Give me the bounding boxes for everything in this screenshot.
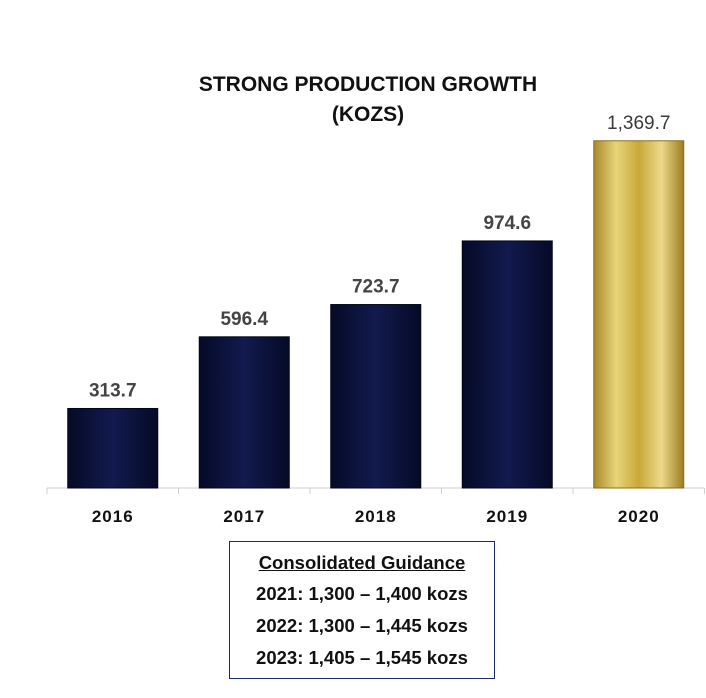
bar-2020 (593, 140, 685, 489)
value-label-2017: 596.4 (220, 309, 268, 330)
production-bar-chart: 313.7 596.4 723.7 974.6 1,369.7 2016 2017 2018… (46, 113, 705, 526)
guidance-line-2022: 2022: 1,300 – 1,445 kozs (256, 615, 468, 636)
x-tick-label-2017: 2017 (223, 507, 265, 526)
x-tick-label-2020: 2020 (618, 507, 660, 526)
bar-2016 (67, 407, 159, 489)
bar-2018 (330, 304, 422, 489)
x-tick-label-2018: 2018 (355, 507, 397, 526)
guidance-header: Consolidated Guidance (258, 552, 466, 573)
guidance-line-2021: 2021: 1,300 – 1,400 kozs (256, 583, 468, 604)
bar-2019 (461, 240, 553, 489)
chart-title-main: STRONG PRODUCTION GROWTH (198, 73, 538, 96)
guidance-line-2023: 2023: 1,405 – 1,545 kozs (256, 647, 468, 668)
value-label-2016: 313.7 (89, 380, 137, 401)
bar-2017 (198, 336, 290, 489)
x-tick-label-2019: 2019 (486, 507, 528, 526)
value-label-2018: 723.7 (352, 277, 400, 298)
x-tick-label-2016: 2016 (92, 507, 134, 526)
value-label-2020: 1,369.7 (607, 113, 670, 134)
chart-title-unit: (KOZS) (331, 103, 405, 126)
guidance-box: Consolidated Guidance 2021: 1,300 – 1,40… (229, 541, 495, 679)
chart-title: STRONG PRODUCTION GROWTH (KOZS) (0, 70, 706, 130)
value-label-2019: 974.6 (483, 213, 531, 234)
